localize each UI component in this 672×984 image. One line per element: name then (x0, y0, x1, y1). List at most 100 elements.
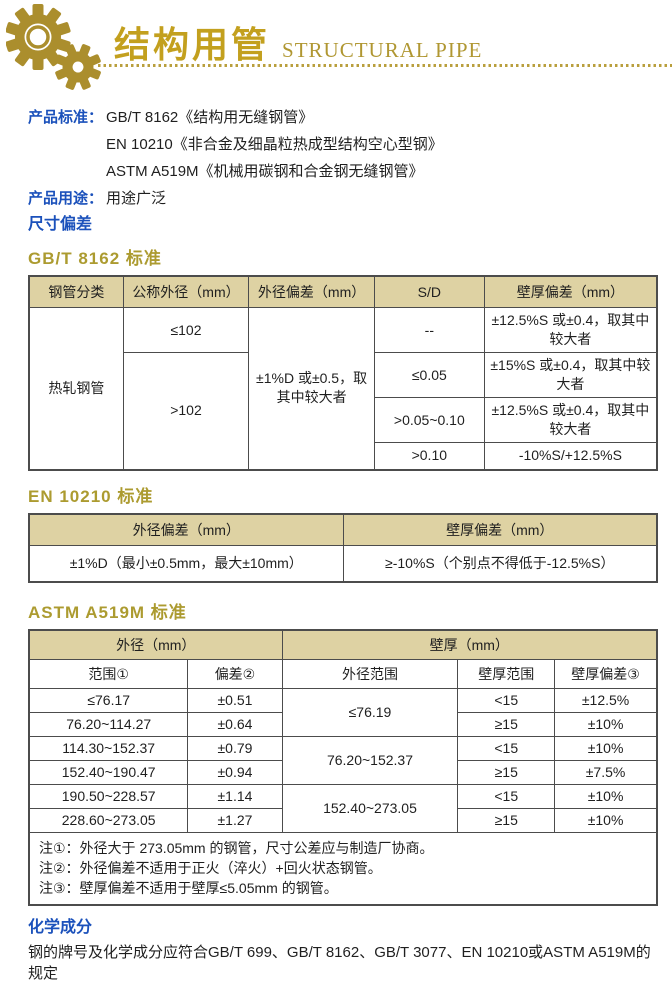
cell-wt-dev: ±12.5% (554, 688, 658, 713)
cell-od-range: ≤76.17 (28, 688, 189, 713)
usage-label: 产品用途： (28, 190, 104, 207)
cell-pipe-category: 热轧钢管 (28, 307, 124, 470)
gbt-header-row: 钢管分类 公称外径（mm） 外径偏差（mm） S/D 壁厚偏差（mm） (28, 275, 658, 308)
chemical-composition-heading: 化学成分 (28, 919, 93, 936)
cell-wt-dev: ±10% (554, 808, 658, 833)
astm-sub-header-row: 范围① 偏差② 外径范围 壁厚范围 壁厚偏差③ (28, 659, 658, 689)
cell-od-dev: ±1.14 (187, 784, 283, 809)
astm-col-header: 偏差② (187, 659, 283, 689)
gbt-row: 热轧钢管 ≤102 ±1%D 或±0.5，取其中较大者 -- ±12.5%S 或… (28, 307, 658, 470)
note-line: 注②：外径偏差不适用于正火（淬火）+回火状态钢管。 (39, 860, 382, 876)
astm-group-header: 壁厚（mm） (281, 629, 658, 660)
cell-wt-deviation: ±12.5%S 或±0.4，取其中较大者 (483, 397, 658, 443)
cell-wt-deviation: ≥-10%S（个别点不得低于-12.5%S） (342, 544, 658, 583)
page-header: 结构用管 STRUCTURAL PIPE (0, 0, 672, 91)
cell-od-range: 114.30~152.37 (28, 736, 189, 761)
astm-group-header: 外径（mm） (28, 629, 283, 660)
cell-wt-range: ≥15 (457, 712, 556, 737)
cell-od-dev: ±0.79 (187, 736, 283, 761)
cell-wt-dev: ±7.5% (554, 760, 658, 785)
astm-col-header: 范围① (28, 659, 189, 689)
cell-od: >102 (122, 352, 250, 470)
dotted-divider (98, 64, 672, 67)
cell-wt-range: ≥15 (457, 760, 556, 785)
cell-od-range: 152.40~190.47 (28, 760, 189, 785)
gbt-col-header: 公称外径（mm） (122, 275, 250, 308)
astm-row: 190.50~228.57 ±1.14 152.40~273.05 <15 ±1… (28, 784, 658, 833)
astm-heading: ASTM A519M 标准 (28, 603, 187, 622)
astm-col-header: 外径范围 (281, 659, 459, 689)
cell-wt-range: <15 (457, 736, 556, 761)
gbt-row: >0.10 -10%S/+12.5%S (29, 442, 658, 470)
note-line: 注①：外径大于 273.05mm 的钢管，尺寸公差应与制造厂协商。 (39, 840, 434, 856)
astm-col-header: 壁厚偏差③ (554, 659, 658, 689)
gbt-col-header: 钢管分类 (28, 275, 124, 308)
gbt-row: >102 ≤0.05 ±15%S 或±0.4，取其中较大者 (29, 352, 658, 470)
gbt-heading: GB/T 8162 标准 (28, 249, 162, 268)
cell-wt-dev: ±10% (554, 784, 658, 809)
standard-line: ASTM A519M《机械用碳钢和合金钢无缝钢管》 (106, 163, 424, 180)
astm-col-header: 壁厚范围 (457, 659, 556, 689)
standards-label: 产品标准： (28, 109, 104, 126)
en-header-row: 外径偏差（mm） 壁厚偏差（mm） (28, 513, 658, 546)
cell-wt-dev: ±10% (554, 712, 658, 737)
en-col-header: 壁厚偏差（mm） (342, 513, 658, 546)
cell-od-dev: ±1.27 (187, 808, 283, 833)
note-line: 注③：壁厚偏差不适用于壁厚≤5.05mm 的钢管。 (39, 880, 338, 896)
cell-wt-range: ≥15 (457, 808, 556, 833)
chemical-composition-text: 钢的牌号及化学成分应符合GB/T 699、GB/T 8162、GB/T 3077… (28, 944, 651, 982)
page-content: 产品标准： GB/T 8162《结构用无缝钢管》 EN 10210《非合金及细晶… (0, 104, 672, 984)
gbt-col-header: S/D (373, 275, 485, 308)
cell-od-range: 190.50~228.57 (28, 784, 189, 809)
gbt-col-header: 壁厚偏差（mm） (483, 275, 658, 308)
cell-od-dev: ±0.94 (187, 760, 283, 785)
gbt-table: 钢管分类 公称外径（mm） 外径偏差（mm） S/D 壁厚偏差（mm） 热轧钢管… (28, 275, 658, 471)
cell-od-group-range: ≤76.19 (281, 688, 459, 737)
astm-group-header-row: 外径（mm） 壁厚（mm） (28, 629, 658, 660)
cell-od-group-range: 152.40~273.05 (281, 784, 459, 833)
cell-od-dev: ±0.64 (187, 712, 283, 737)
product-standards-row: 产品标准： GB/T 8162《结构用无缝钢管》 EN 10210《非合金及细晶… (28, 104, 658, 185)
en-row: ±1%D（最小±0.5mm，最大±10mm） ≥-10%S（个别点不得低于-12… (28, 544, 658, 583)
standards-list: GB/T 8162《结构用无缝钢管》 EN 10210《非合金及细晶粒热成型结构… (106, 104, 443, 185)
page-title-cn: 结构用管 (114, 24, 271, 65)
cell-od-deviation: ±1%D 或±0.5，取其中较大者 (248, 307, 375, 470)
gbt-col-header: 外径偏差（mm） (248, 275, 375, 308)
usage-value: 用途广泛 (106, 190, 167, 207)
gears-icon (6, 4, 102, 91)
cell-od-range: 76.20~114.27 (28, 712, 189, 737)
intro-section: 产品标准： GB/T 8162《结构用无缝钢管》 EN 10210《非合金及细晶… (28, 104, 658, 238)
astm-row: ≤76.17 ±0.51 ≤76.19 <15 ±12.5% (28, 688, 658, 737)
cell-sd: >0.10 (373, 442, 485, 470)
cell-od-range: 228.60~273.05 (28, 808, 189, 833)
cell-sd: -- (373, 307, 485, 353)
cell-wt-deviation: -10%S/+12.5%S (483, 442, 658, 470)
en-table: 外径偏差（mm） 壁厚偏差（mm） ±1%D（最小±0.5mm，最大±10mm）… (28, 512, 658, 583)
table-notes: 注①：外径大于 273.05mm 的钢管，尺寸公差应与制造厂协商。 注②：外径偏… (28, 832, 658, 906)
cell-od: ≤102 (122, 307, 250, 353)
standard-line: EN 10210《非合金及细晶粒热成型结构空心型钢》 (106, 136, 443, 153)
cell-wt-range: <15 (457, 688, 556, 713)
astm-row: 228.60~273.05 ±1.27 ≥15 ±10% (28, 808, 658, 833)
gbt-row: >0.05~0.10 ±12.5%S 或±0.4，取其中较大者 (29, 397, 658, 443)
astm-notes-row: 注①：外径大于 273.05mm 的钢管，尺寸公差应与制造厂协商。 注②：外径偏… (28, 832, 658, 906)
cell-od-deviation: ±1%D（最小±0.5mm，最大±10mm） (28, 544, 344, 583)
product-usage-row: 产品用途： 用途广泛 (28, 185, 658, 212)
cell-wt-range: <15 (457, 784, 556, 809)
standard-line: GB/T 8162《结构用无缝钢管》 (106, 109, 314, 126)
cell-wt-deviation: ±15%S 或±0.4，取其中较大者 (483, 352, 658, 398)
page-title-en: STRUCTURAL PIPE (282, 38, 483, 62)
en-col-header: 外径偏差（mm） (28, 513, 344, 546)
dimension-deviation-heading: 尺寸偏差 (28, 216, 93, 233)
cell-od-group-range: 76.20~152.37 (281, 736, 459, 785)
cell-od-dev: ±0.51 (187, 688, 283, 713)
cell-wt-deviation: ±12.5%S 或±0.4，取其中较大者 (483, 307, 658, 353)
astm-row: 114.30~152.37 ±0.79 76.20~152.37 <15 ±10… (28, 736, 658, 785)
cell-sd: >0.05~0.10 (373, 397, 485, 443)
astm-table: 外径（mm） 壁厚（mm） 范围① 偏差② 外径范围 壁厚范围 壁厚偏差③ ≤7… (28, 629, 658, 906)
cell-sd: ≤0.05 (373, 352, 485, 398)
cell-wt-dev: ±10% (554, 736, 658, 761)
page-title: 结构用管 STRUCTURAL PIPE (114, 16, 482, 68)
en-heading: EN 10210 标准 (28, 486, 154, 506)
